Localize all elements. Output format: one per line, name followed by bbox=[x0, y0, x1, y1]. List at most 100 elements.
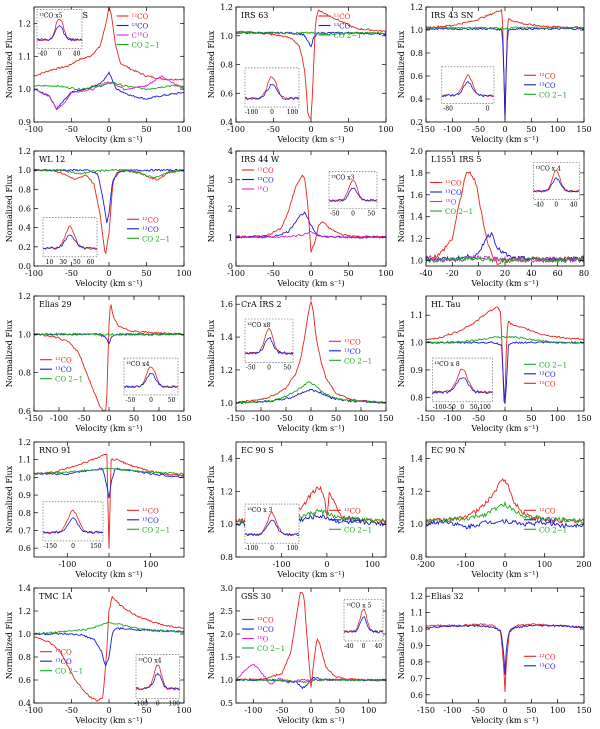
inset-tick-label: 100 bbox=[169, 700, 181, 707]
series-line-co21 bbox=[34, 332, 184, 336]
legend-label: ¹³CO bbox=[539, 663, 556, 671]
inset-tick-label: -150 bbox=[43, 543, 57, 550]
legend-label: CO 2−1 bbox=[142, 235, 170, 243]
x-tick-label: 50 bbox=[331, 414, 341, 423]
x-tick-label: -100 bbox=[58, 560, 76, 569]
y-axis-label: Normalized Flux bbox=[397, 30, 406, 98]
y-tick-label: 2.5 bbox=[220, 607, 233, 616]
x-tick-label: 0 bbox=[502, 706, 507, 715]
inset-tick-label: 0 bbox=[58, 50, 62, 57]
inset-tick-label: 0 bbox=[156, 700, 160, 707]
legend-label: CO 2−1 bbox=[445, 208, 473, 216]
y-tick-label: 1.1 bbox=[410, 311, 423, 320]
x-tick-label: -100 bbox=[244, 706, 262, 715]
x-tick-label: -50 bbox=[267, 269, 280, 278]
x-tick-label: 50 bbox=[141, 269, 151, 278]
legend-label: CO 2−1 bbox=[142, 526, 170, 534]
series-line-co21 bbox=[236, 678, 386, 684]
y-tick-label: 0.6 bbox=[220, 89, 233, 98]
inset-tick-label: -40 bbox=[344, 643, 354, 650]
x-tick-label: -200 bbox=[417, 560, 435, 569]
y-tick-label: 0.7 bbox=[18, 526, 31, 535]
panel-p8: -150 -100 -50 0 50 100 1500.80.91.01.1Velocity… bbox=[397, 295, 592, 433]
y-tick-label: 1.0 bbox=[18, 473, 31, 482]
inset-box bbox=[343, 599, 384, 642]
y-tick-label: 1.0 bbox=[410, 625, 423, 634]
x-tick-label: 0 bbox=[106, 560, 111, 569]
legend-label: ¹²CO bbox=[55, 357, 72, 365]
inset-label: ¹³CO x8 bbox=[247, 322, 271, 329]
x-tick-label: 0 bbox=[502, 560, 507, 569]
x-tick-label: 0 bbox=[502, 125, 507, 134]
inset-line-co13 bbox=[328, 187, 378, 202]
inset-tick-label: 150 bbox=[90, 543, 102, 550]
inset-tick-label: 50 bbox=[283, 365, 291, 372]
legend-label: ¹²CO bbox=[142, 507, 159, 515]
inset-label: ¹³CO x3 bbox=[331, 175, 355, 182]
inset-box bbox=[244, 67, 300, 108]
series-line-co21 bbox=[34, 81, 184, 91]
inset-box bbox=[42, 217, 98, 258]
legend-label: ¹³CO bbox=[334, 23, 351, 31]
x-tick-label: 150 bbox=[576, 706, 591, 715]
series-line-co21 bbox=[34, 467, 184, 476]
inset-box bbox=[244, 503, 300, 544]
x-tick-label: 60 bbox=[553, 269, 563, 278]
inset-tick-label: -50 bbox=[330, 211, 340, 218]
x-tick-label: -100 bbox=[272, 560, 290, 569]
series-line-co13 bbox=[426, 518, 584, 530]
x-tick-label: 50 bbox=[343, 269, 353, 278]
panel-p14: -150 -100 -50 0 50 100 150 0.6 0.7 0.8 0.9 1.0 1.1 1.… bbox=[397, 587, 592, 725]
x-tick-label: 150 bbox=[378, 414, 393, 423]
x-tick-label: -50 bbox=[276, 706, 289, 715]
y-tick-label: 1.0 bbox=[220, 399, 233, 408]
series-line-c18o bbox=[426, 254, 584, 264]
series-line-co21 bbox=[236, 381, 386, 405]
panel-title: EC 90 N bbox=[431, 446, 465, 455]
legend-label: ¹²CO bbox=[344, 338, 361, 346]
x-tick-label: 50 bbox=[526, 706, 536, 715]
x-tick-label: -50 bbox=[267, 125, 280, 134]
x-tick-label: 0 bbox=[324, 560, 329, 569]
y-tick-label: 1.2 bbox=[18, 438, 31, 447]
inset-line-co13 bbox=[135, 672, 180, 691]
series-line-co12 bbox=[426, 623, 584, 693]
x-tick-label: 20 bbox=[500, 269, 510, 278]
legend-label: CO 2−1 bbox=[132, 42, 160, 50]
y-tick-label: 1.0 bbox=[220, 676, 233, 685]
x-tick-label: -100 bbox=[25, 269, 43, 278]
inset-tick-label: 50 bbox=[168, 397, 176, 404]
inset-line-co13 bbox=[42, 517, 104, 534]
y-tick-label: 0.6 bbox=[410, 691, 423, 700]
y-tick-label: 0.0 bbox=[18, 262, 31, 271]
y-tick-label: 1.2 bbox=[410, 592, 423, 601]
panel-p9: -100 0 100 0.6 0.7 0.8 0.9 1.0 1.1 1.2 Velocity (k… bbox=[5, 438, 185, 579]
y-tick-label: 1.4 bbox=[220, 454, 233, 463]
y-tick-label: 0.6 bbox=[18, 676, 31, 685]
y-tick-label: 0.2 bbox=[410, 118, 423, 127]
y-tick-label: 1.2 bbox=[410, 3, 423, 12]
y-tick-label: 1 bbox=[228, 233, 233, 242]
x-tick-label: 0 bbox=[308, 414, 313, 423]
inset-line-co13 bbox=[441, 81, 494, 98]
x-axis-label: Velocity (km s⁻¹) bbox=[74, 135, 142, 144]
inset-line-co13 bbox=[245, 84, 300, 101]
y-tick-label: 0.6 bbox=[18, 544, 31, 553]
x-tick-label: -150 bbox=[417, 706, 435, 715]
series-line-co13 bbox=[236, 211, 386, 239]
inset-tick-label: -100 bbox=[134, 700, 148, 707]
x-tick-label: 50 bbox=[526, 414, 536, 423]
x-axis-label: Velocity (km s⁻¹) bbox=[276, 716, 344, 725]
inset-tick-label: 40 bbox=[570, 201, 578, 208]
inset-box bbox=[244, 318, 294, 364]
x-tick-label: 50 bbox=[526, 125, 536, 134]
y-axis-label: Normalized Flux bbox=[207, 465, 216, 533]
x-tick-label: 100 bbox=[151, 414, 166, 423]
inset-tick-label: 60 bbox=[87, 259, 95, 266]
x-tick-label: 100 bbox=[353, 414, 368, 423]
y-tick-label: 2 bbox=[228, 205, 233, 214]
y-tick-label: 0.9 bbox=[18, 118, 31, 127]
legend-label: ¹²CO bbox=[132, 13, 149, 21]
y-tick-label: 1.2 bbox=[18, 607, 31, 616]
